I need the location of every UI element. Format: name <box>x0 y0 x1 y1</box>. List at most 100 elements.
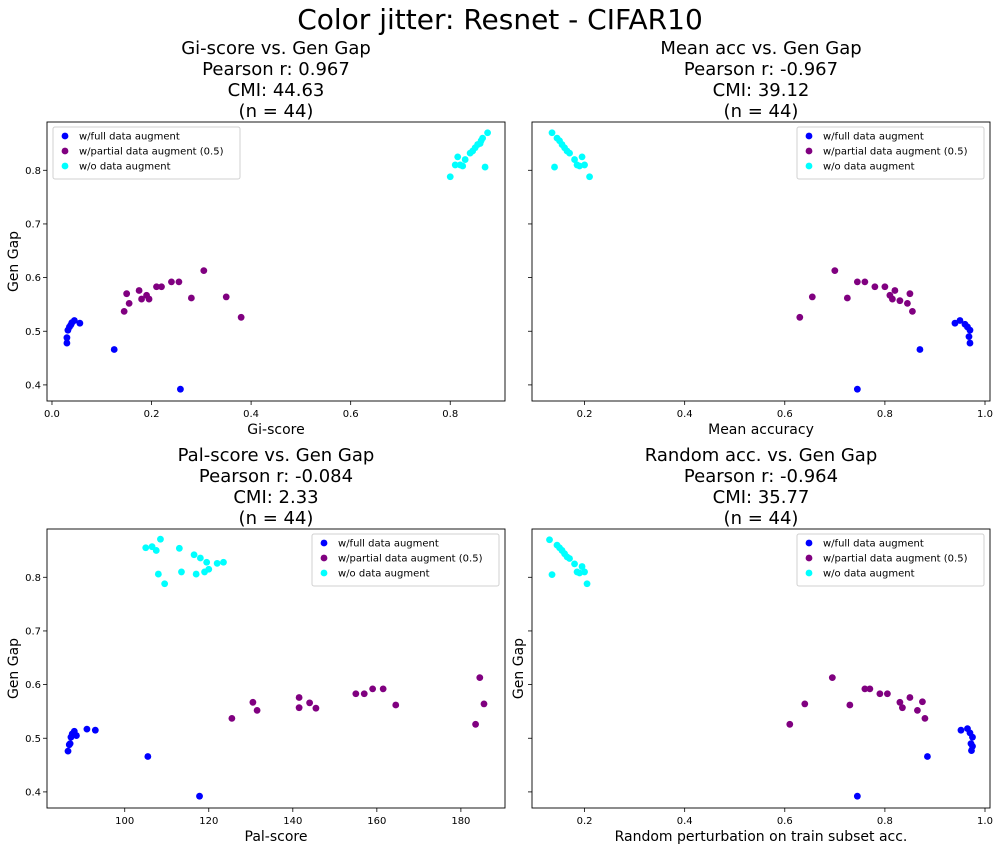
legend-marker <box>805 554 813 562</box>
data-point <box>360 690 368 698</box>
data-point <box>843 294 851 302</box>
legend-label: w/full data augment <box>79 132 180 143</box>
legend-label: w/o data augment <box>823 569 915 580</box>
plot-area-frame <box>46 528 506 809</box>
data-point <box>175 278 183 286</box>
data-point <box>969 733 976 741</box>
legend-frame <box>796 533 985 587</box>
data-point <box>581 568 588 576</box>
data-point <box>968 747 975 754</box>
x-tick-label: 120 <box>199 816 218 827</box>
legend-frame <box>311 533 500 587</box>
data-point <box>846 701 854 709</box>
data-point <box>237 313 245 321</box>
data-point <box>480 700 488 708</box>
data-point <box>64 747 72 755</box>
data-point <box>899 704 906 712</box>
y-axis-label: Gen Gap <box>6 231 22 292</box>
data-point <box>446 173 454 181</box>
data-point <box>76 319 84 327</box>
data-point <box>566 149 573 157</box>
x-tick-label: 160 <box>367 816 386 827</box>
legend-label: w/o data augment <box>823 162 915 173</box>
data-point <box>63 339 71 347</box>
legend-marker <box>320 554 328 562</box>
legend: w/full data augment w/partial data augmen… <box>796 533 985 587</box>
data-point <box>213 559 221 567</box>
data-point <box>70 317 78 324</box>
data-point <box>154 570 162 578</box>
series-3 <box>446 129 491 181</box>
x-tick-label: 0.4 <box>677 816 693 827</box>
data-point <box>871 283 879 291</box>
legend-marker <box>805 569 813 577</box>
data-point <box>83 725 91 733</box>
y-tick-label: 0.4 <box>25 787 41 798</box>
data-point <box>161 580 169 588</box>
subplot-title-line: Pal-score vs. Gen Gap <box>178 445 375 466</box>
data-point <box>479 134 486 142</box>
x-axis-label: Gi-score <box>247 422 304 438</box>
subplot-title-line: Mean acc vs. Gen Gap <box>660 38 861 59</box>
data-point <box>951 319 959 327</box>
data-point <box>786 720 794 728</box>
data-point <box>168 278 175 286</box>
subplot-title-line: Gi-score vs. Gen Gap <box>181 38 371 59</box>
data-point <box>177 385 184 393</box>
data-point <box>924 753 931 760</box>
data-point <box>861 278 869 286</box>
data-point <box>312 704 320 712</box>
x-tick-label: 0.0 <box>44 409 60 420</box>
data-point <box>459 162 467 170</box>
legend-label: w/partial data augment (0.5) <box>823 554 968 565</box>
data-point <box>135 287 143 294</box>
data-point <box>123 290 131 298</box>
subplot-title-line: CMI: 39.12 <box>713 80 810 101</box>
data-point <box>853 792 861 800</box>
subplot-title-line: Pearson r: -0.084 <box>199 466 353 487</box>
data-point <box>472 720 479 728</box>
x-tick-label: 140 <box>283 816 302 827</box>
data-point <box>906 290 914 298</box>
legend-label: w/o data augment <box>338 569 430 580</box>
data-point <box>220 558 227 566</box>
legend-marker <box>61 132 69 140</box>
legend-marker <box>805 162 813 170</box>
data-point <box>881 283 889 291</box>
y-tick-label: 0.5 <box>25 734 41 745</box>
legend-label: w/partial data augment (0.5) <box>823 147 968 158</box>
x-tick-label: 0.2 <box>577 816 593 827</box>
x-tick-label: 1.0 <box>977 816 993 827</box>
data-point <box>481 163 489 171</box>
data-point <box>484 129 491 137</box>
series-2 <box>228 674 488 728</box>
data-point <box>876 690 884 698</box>
data-point <box>454 153 462 161</box>
data-point <box>966 339 974 347</box>
legend-label: w/partial data augment (0.5) <box>79 147 224 158</box>
series-1 <box>853 317 974 393</box>
data-point <box>253 706 261 714</box>
data-point <box>295 694 303 701</box>
data-point <box>866 685 874 693</box>
data-point <box>965 333 973 341</box>
data-point <box>796 313 804 321</box>
data-point <box>914 706 921 714</box>
legend-label: w/full data augment <box>823 539 924 550</box>
data-point <box>352 690 360 698</box>
data-point <box>831 267 839 275</box>
subplot-title-line: (n = 44) <box>724 508 799 529</box>
data-point <box>808 293 816 301</box>
plot-area-frame <box>531 528 991 809</box>
data-point <box>906 694 914 701</box>
data-point <box>205 565 213 573</box>
data-point <box>379 685 387 693</box>
data-point <box>144 753 152 760</box>
subplot-title-line: Pearson r: -0.967 <box>684 59 838 80</box>
data-point <box>152 547 160 554</box>
data-point <box>451 161 459 169</box>
data-point <box>904 299 911 307</box>
